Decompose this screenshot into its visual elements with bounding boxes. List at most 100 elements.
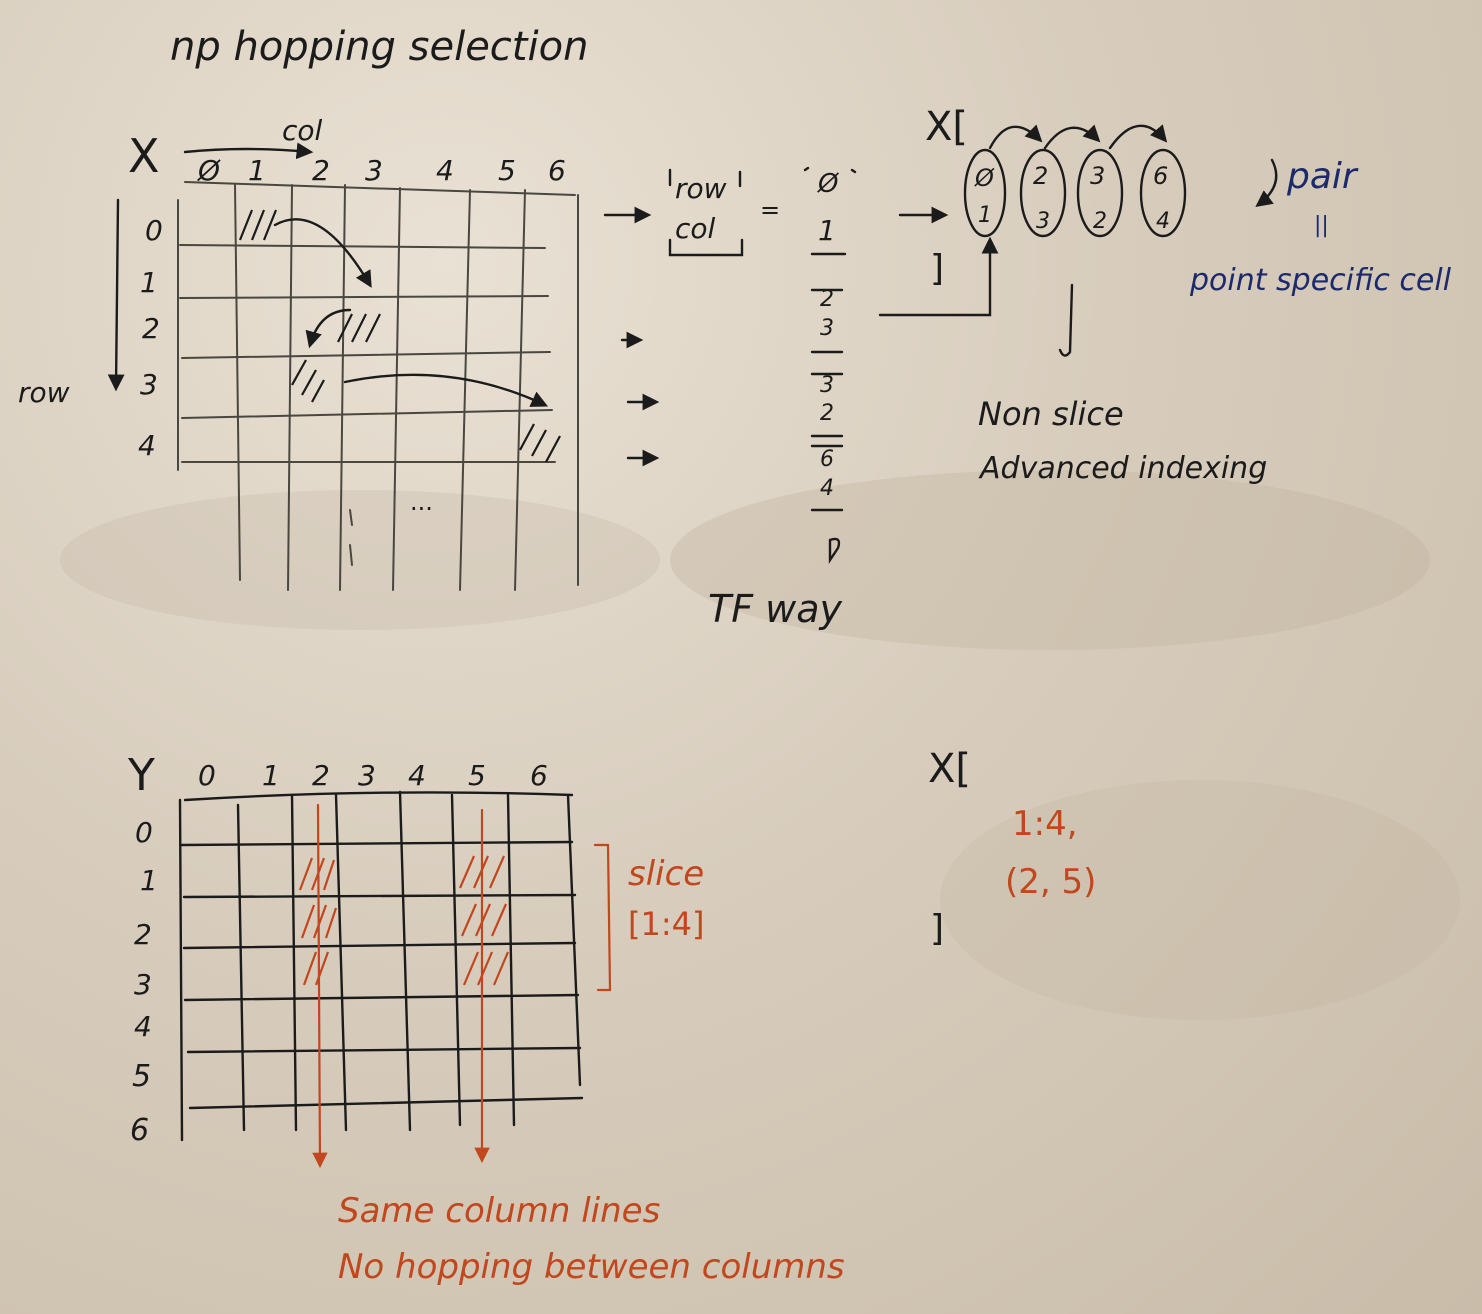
slice-label: slice	[628, 854, 704, 894]
top-column-indices: Ø 1 2 3 4 5 6	[197, 154, 566, 187]
index-pairs: Ø 1 2 3 3 2 6 4	[963, 124, 1187, 238]
svg-text:5: 5	[468, 759, 486, 792]
grid-line	[349, 509, 353, 526]
top-grid	[177, 181, 579, 591]
pair-oval: 3 2	[1076, 148, 1124, 238]
pair-equals: ||	[1314, 213, 1329, 238]
hatch-cell-4-6	[519, 423, 561, 463]
top-row-indices: 0 1 2 3 4	[138, 214, 163, 462]
board-title: np hopping selection	[170, 24, 588, 70]
tf-way-label: TF way	[708, 587, 843, 631]
col-index: Ø	[197, 154, 221, 187]
row-index: 4	[138, 429, 156, 462]
ellipsis: ...	[410, 488, 433, 516]
expr-col-tuple: (2, 5)	[1005, 862, 1096, 902]
col-index: 2	[312, 154, 330, 187]
expr-row-slice: 1:4,	[1012, 804, 1078, 844]
svg-text:0: 0	[135, 816, 153, 849]
slice-value: [1:4]	[628, 905, 704, 943]
row-index: 1	[140, 266, 158, 299]
pair-oval: Ø 1	[963, 148, 1007, 238]
svg-text:3: 3	[134, 968, 152, 1001]
slice-bracket	[593, 843, 612, 992]
svg-text:3: 3	[820, 373, 834, 398]
svg-text:2: 2	[134, 918, 152, 951]
grid-line	[339, 184, 346, 591]
grid-line	[459, 189, 471, 591]
svg-text:4: 4	[134, 1010, 152, 1043]
col-index: 1	[248, 154, 266, 187]
svg-text:6: 6	[130, 1113, 149, 1148]
pair-arrow	[1255, 158, 1278, 208]
pair-oval: 2 3	[1019, 148, 1067, 238]
selected-columns	[298, 803, 510, 1169]
hatch-cell-0-1	[238, 209, 278, 241]
tf-pair: 3 2	[810, 372, 844, 438]
row-index: 0	[145, 214, 163, 247]
svg-text:3: 3	[358, 759, 376, 792]
col-index: 4	[436, 154, 454, 187]
pair-label: pair	[1286, 156, 1359, 197]
svg-text:6: 6	[530, 759, 548, 792]
svg-text:2: 2	[312, 759, 330, 792]
hatch-col-5	[458, 855, 510, 986]
x-close-bracket: ]	[930, 248, 944, 289]
hop-arrow	[1043, 124, 1101, 150]
svg-text:1: 1	[818, 214, 836, 247]
svg-text:1: 1	[140, 864, 158, 897]
svg-text:3: 3	[820, 316, 834, 341]
hop-arrow	[343, 373, 549, 407]
svg-text:Ø: Ø	[974, 164, 995, 192]
svg-text:4: 4	[1156, 209, 1170, 234]
col-index: 6	[548, 154, 566, 187]
point-specific-cell: point specific cell	[1189, 263, 1452, 298]
equals-sign: =	[760, 196, 780, 224]
grid-line	[179, 295, 549, 299]
smudge	[60, 490, 660, 630]
svg-text:4: 4	[408, 759, 426, 792]
tf-col-label: col	[675, 212, 716, 245]
svg-text:5: 5	[132, 1059, 151, 1094]
svg-text:6: 6	[820, 447, 834, 472]
col-index: 3	[365, 154, 383, 187]
svg-text:2: 2	[820, 401, 834, 426]
grid-line	[287, 184, 293, 591]
grid-line	[234, 184, 241, 581]
up-arrow-icon	[828, 537, 841, 564]
grid-line	[514, 189, 526, 591]
svg-text:3: 3	[1036, 209, 1050, 234]
arrow-to-pairs	[878, 236, 999, 317]
grid-line	[392, 187, 401, 591]
matrix-x-label: X	[128, 129, 160, 183]
hatch-cell-3-2	[291, 359, 325, 403]
down-arrow-icon	[1058, 283, 1074, 357]
non-slice-label: Non slice	[978, 395, 1124, 433]
col-index: 5	[498, 154, 516, 187]
smudge	[670, 470, 1430, 650]
svg-text:Ø: Ø	[817, 169, 840, 199]
tf-row-label: row	[675, 172, 727, 205]
grid-line	[184, 181, 576, 196]
row-index: 3	[140, 368, 158, 401]
svg-text:2: 2	[1033, 162, 1048, 190]
grid-line	[181, 409, 553, 419]
grid-line	[349, 544, 353, 566]
x-close-bracket-bottom: ]	[930, 908, 944, 949]
svg-text:1: 1	[262, 759, 280, 792]
hop-arrow	[273, 218, 372, 288]
grid-line	[181, 351, 551, 359]
row-label: row	[18, 376, 70, 409]
svg-text:4: 4	[820, 476, 834, 501]
hop-arrow	[988, 124, 1043, 150]
bottom-row-indices: 0 1 2 3 4 5 6	[130, 816, 158, 1148]
matrix-y-label: Y	[127, 750, 155, 801]
svg-text:6: 6	[1153, 162, 1168, 190]
col-label: col	[282, 114, 323, 147]
svg-text:1: 1	[978, 203, 992, 228]
row-index: 2	[142, 312, 160, 345]
caption-no-hopping: No hopping between columns	[338, 1247, 845, 1287]
bottom-column-indices: 0 1 2 3 4 5 6	[198, 759, 548, 792]
hop-arrow	[305, 308, 352, 349]
col-arrow	[183, 142, 314, 160]
